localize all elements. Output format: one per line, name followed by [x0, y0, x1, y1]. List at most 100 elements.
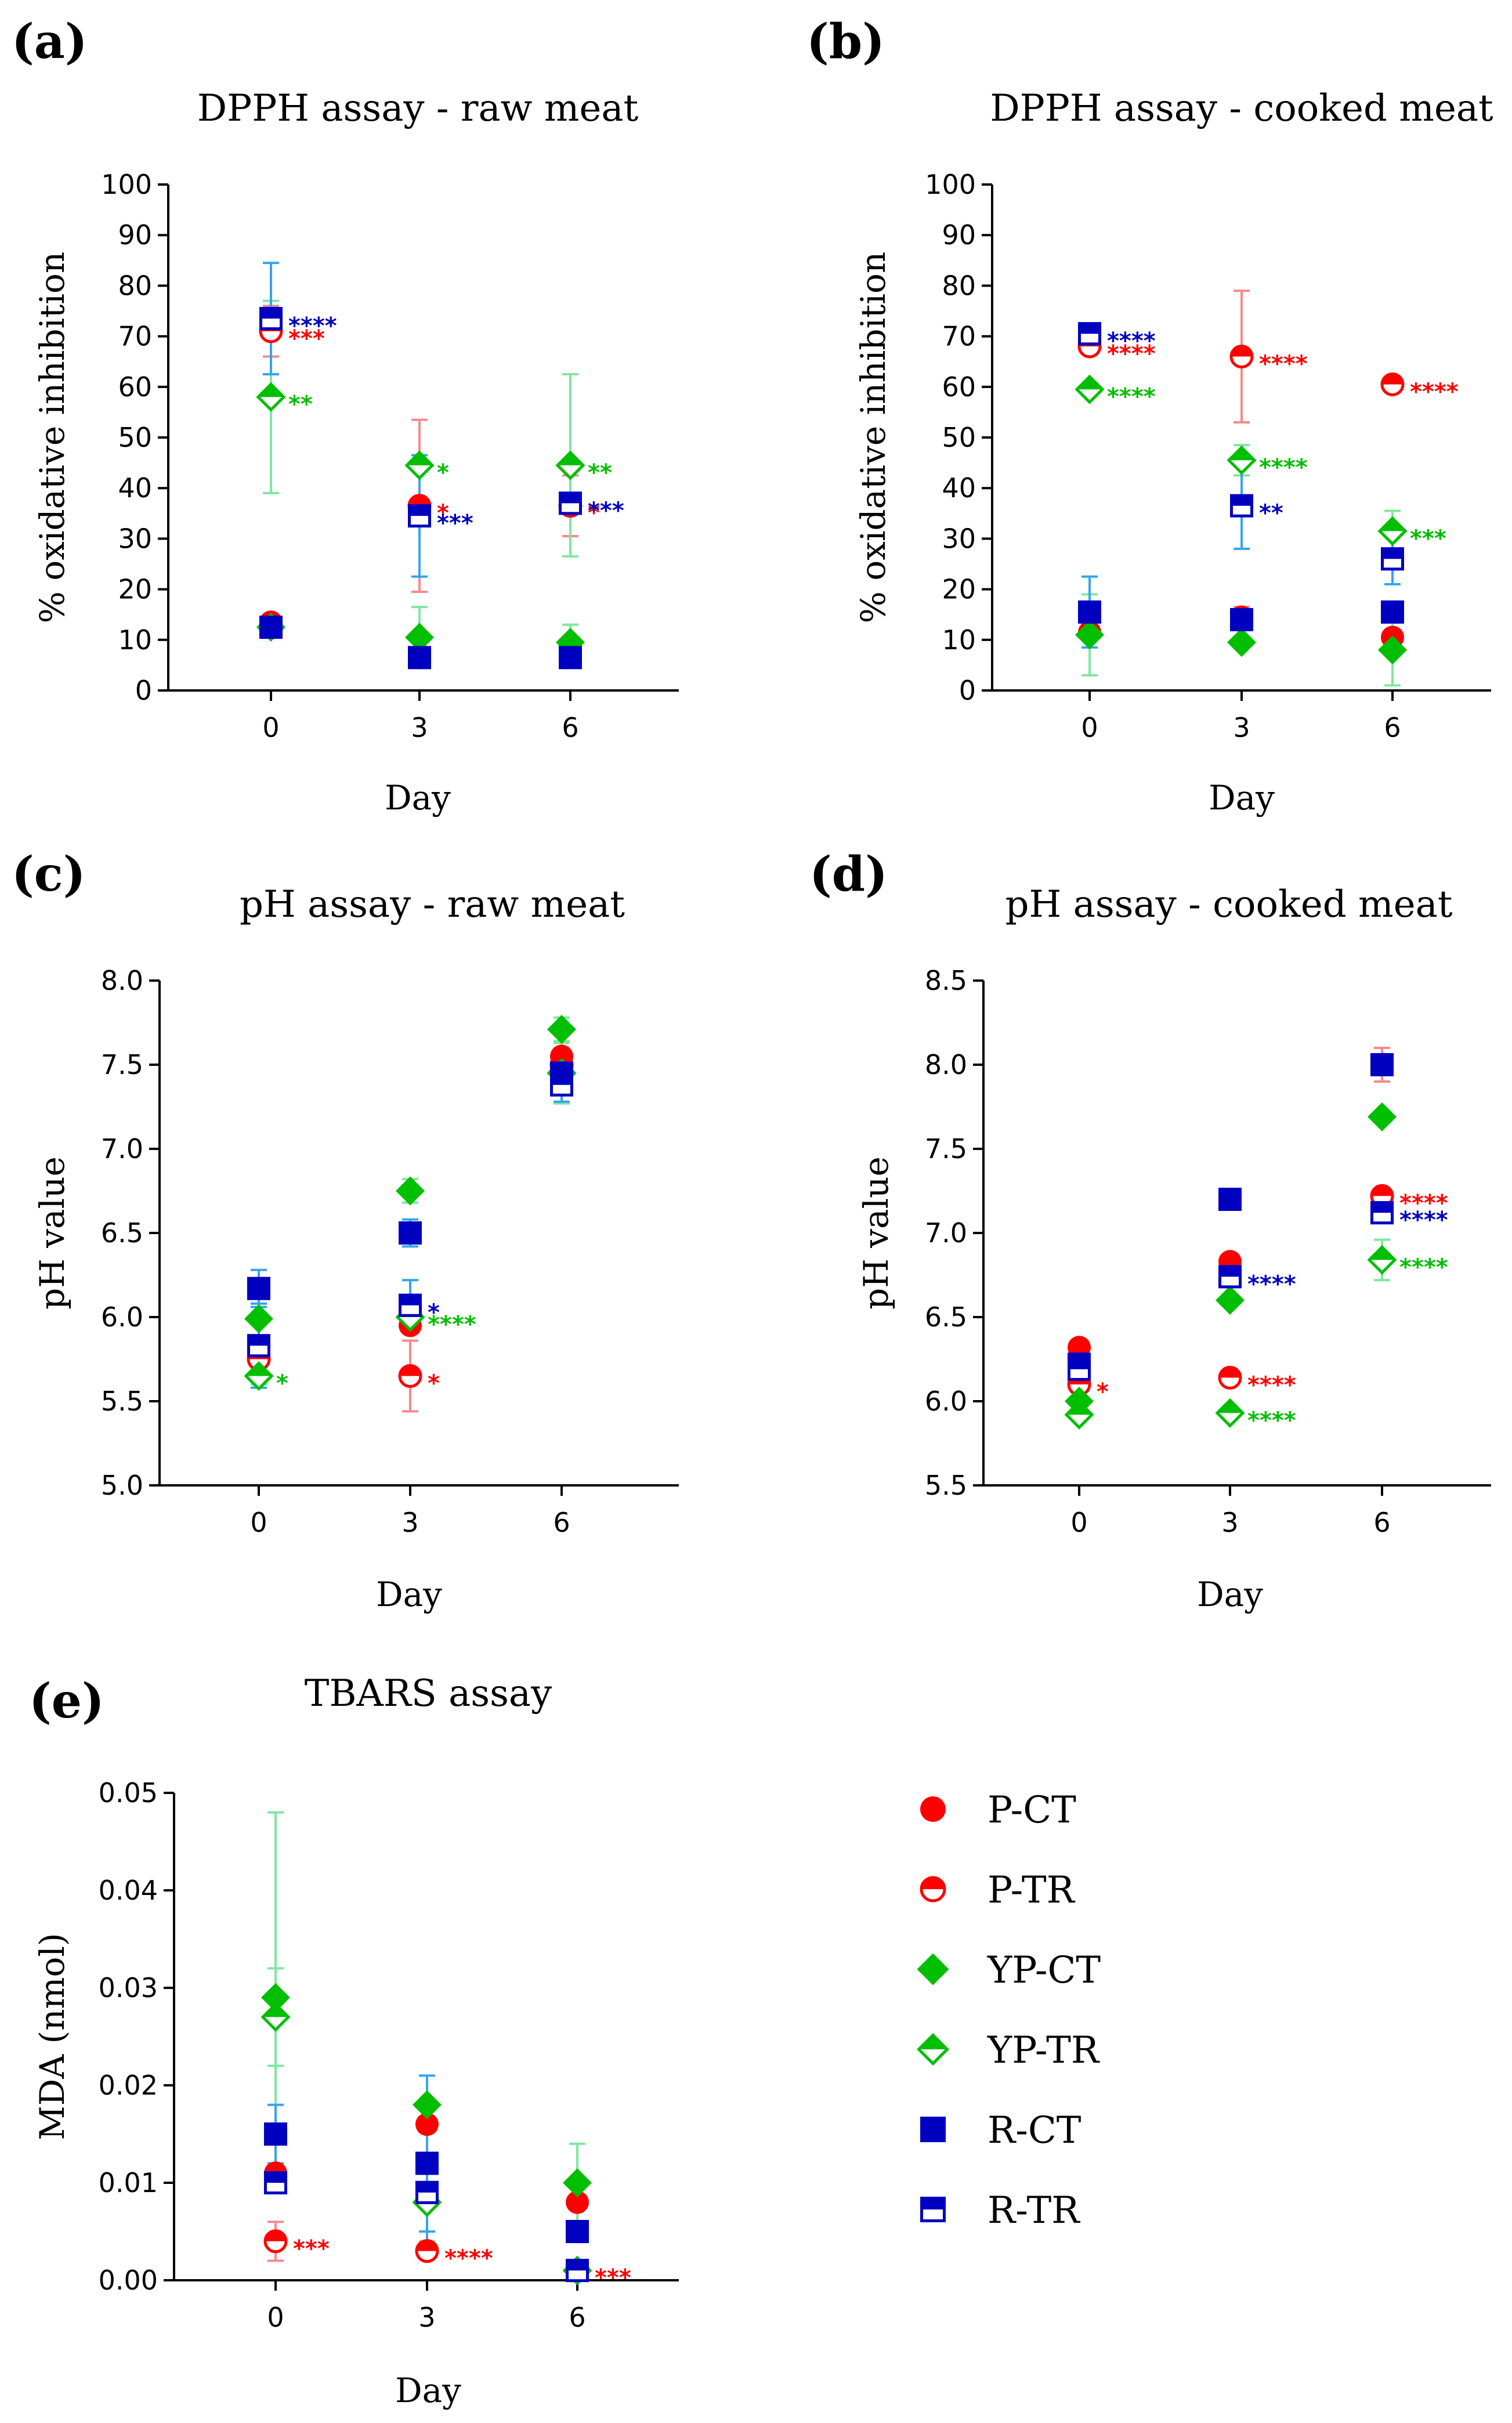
point-yp-tr — [261, 2002, 291, 2032]
marker-diamond-half — [1378, 516, 1407, 531]
panel-label: (c) — [12, 847, 86, 902]
legend-item: YP-CT — [917, 1949, 1101, 1992]
point-r-tr — [415, 2180, 439, 2204]
significance-label: *** — [588, 497, 624, 524]
marker-square — [566, 2220, 589, 2243]
legend-marker — [920, 2117, 946, 2142]
y-tick-label: 0.00 — [99, 2265, 158, 2296]
point-p-ct — [415, 2113, 439, 2136]
y-axis-label: % oxidative inhibition — [853, 252, 893, 623]
y-tick-label: 30 — [942, 523, 976, 554]
point-yp-ct — [1368, 1102, 1397, 1131]
y-tick-label: 70 — [118, 321, 152, 352]
significance-label: * — [588, 500, 600, 527]
marker-square-half — [1381, 547, 1404, 559]
y-tick-label: 5.0 — [101, 1470, 143, 1501]
point-p-ct — [566, 2190, 589, 2214]
y-axis-label: MDA (nmol) — [32, 1933, 72, 2140]
y-tick-label: 6.0 — [925, 1386, 967, 1417]
legend-label: R-CT — [987, 2109, 1081, 2152]
marker-half — [408, 494, 431, 506]
marker-diamond-half — [1065, 1400, 1094, 1415]
marker-diamond-half — [1216, 1398, 1245, 1413]
point-p-tr — [263, 2229, 288, 2254]
chart-b: (b)DPPH assay - cooked meat0102030405060… — [806, 14, 1493, 818]
legend-item: P-CT — [920, 1789, 1076, 1832]
x-tick-label: 0 — [1070, 1507, 1087, 1538]
y-tick-label: 0.01 — [99, 2167, 158, 2198]
marker-half — [920, 1876, 946, 1889]
point-yp-ct — [1075, 620, 1104, 650]
y-tick-label: 60 — [942, 371, 976, 403]
significance-label: *** — [293, 2236, 330, 2262]
point-r-ct — [408, 646, 431, 670]
legend-marker — [920, 2197, 946, 2222]
point-r-tr — [247, 1334, 270, 1358]
marker-square — [1230, 607, 1253, 631]
x-tick-label: 0 — [267, 2302, 284, 2333]
point-r-tr — [259, 307, 283, 331]
marker-diamond — [1368, 1102, 1397, 1131]
y-tick-label: 10 — [942, 624, 976, 656]
legend: P-CT P-TR YP-CT YP-TR R-CT R-TR — [916, 1789, 1101, 2232]
legend-label: YP-CT — [987, 1949, 1101, 1992]
point-p-tr — [1229, 344, 1254, 368]
marker-square-half — [247, 1334, 270, 1346]
y-tick-label: 40 — [118, 472, 152, 504]
significance-label: *** — [437, 510, 473, 537]
y-tick-label: 90 — [942, 219, 976, 251]
point-yp-tr — [1064, 1399, 1094, 1430]
point-r-tr — [264, 2171, 287, 2194]
x-axis-label: Day — [395, 2371, 461, 2410]
y-tick-label: 90 — [118, 219, 152, 251]
significance-label: **** — [1107, 328, 1156, 355]
point-r-ct — [259, 616, 283, 639]
marker-half — [264, 2229, 287, 2241]
point-r-ct — [247, 1276, 270, 1300]
marker-square-half — [550, 1073, 573, 1085]
y-tick-label: 100 — [101, 169, 152, 200]
legend-item: YP-TR — [916, 2029, 1100, 2072]
point-r-tr — [1218, 1265, 1242, 1289]
chart-title: pH assay - cooked meat — [1005, 883, 1453, 926]
x-tick-label: 6 — [569, 2302, 585, 2333]
marker-diamond — [547, 1015, 576, 1044]
point-r-ct — [399, 1221, 422, 1245]
marker-diamond-half — [244, 1361, 273, 1376]
marker-diamond-half — [917, 2033, 949, 2049]
chart-e: (e) TBARS assay 0.00 0.01 0.02 0.03 0.04 0.05 0 3… — [29, 1672, 679, 2410]
y-tick-label: 5.5 — [925, 1470, 967, 1501]
marker-diamond — [563, 2168, 592, 2197]
x-axis-label: Day — [385, 778, 451, 818]
legend-item: R-CT — [920, 2109, 1081, 2152]
y-tick-label: 80 — [942, 270, 976, 301]
y-tick-label: 0.03 — [99, 1972, 158, 2004]
marker-square-half — [1230, 494, 1253, 506]
legend-label: YP-TR — [987, 2029, 1100, 2072]
significance-label: **** — [1410, 378, 1459, 405]
significance-label: **** — [1399, 1207, 1448, 1234]
x-tick-label: 3 — [1221, 1507, 1238, 1538]
marker-diamond — [917, 1953, 949, 1986]
marker-square-half — [559, 491, 582, 504]
chart-title: DPPH assay - raw meat — [197, 87, 639, 130]
significance-label: **** — [1247, 1271, 1296, 1297]
x-tick-label: 6 — [1384, 712, 1401, 743]
marker-diamond-half — [256, 382, 285, 397]
y-tick-label: 100 — [925, 169, 976, 200]
marker-diamond-half — [1075, 375, 1104, 390]
point-yp-ct — [547, 1015, 576, 1044]
point-r-ct — [1230, 607, 1253, 631]
significance-label: * — [437, 460, 449, 486]
legend-label: R-TR — [987, 2189, 1080, 2232]
marker-square-half — [399, 1293, 422, 1305]
x-tick-label: 0 — [262, 712, 279, 743]
marker-diamond-half — [1368, 1245, 1397, 1260]
marker-half — [1381, 373, 1404, 385]
marker-diamond-half — [261, 2002, 290, 2017]
marker-circle — [415, 2113, 439, 2136]
point-yp-ct — [1227, 628, 1256, 657]
y-tick-label: 8.0 — [101, 965, 143, 996]
marker-half — [1218, 1366, 1242, 1378]
significance-label: **** — [1259, 454, 1308, 481]
